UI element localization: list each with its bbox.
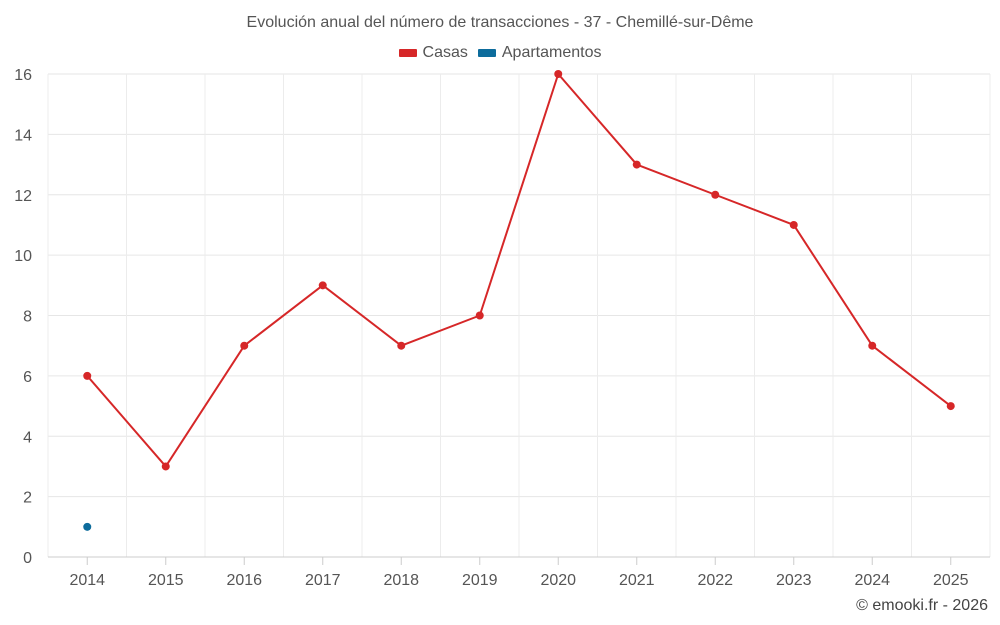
data-point-apartamentos[interactable]: Apartamentos 2014: 1 bbox=[83, 522, 92, 531]
chart-title: Evolución anual del número de transaccio… bbox=[246, 14, 754, 31]
data-point-casas[interactable]: Casas 2022: 12 bbox=[711, 190, 720, 199]
y-tick-label: 6 bbox=[23, 369, 32, 386]
x-tick-label: 2016 bbox=[226, 572, 262, 589]
data-point-casas[interactable]: Casas 2015: 3 bbox=[161, 462, 170, 471]
x-tick-label: 2025 bbox=[933, 572, 969, 589]
data-point-casas[interactable]: Casas 2021: 13 bbox=[632, 160, 641, 169]
x-tick-label: 2022 bbox=[697, 572, 733, 589]
data-point-casas[interactable]: Casas 2016: 7 bbox=[240, 341, 249, 350]
y-tick-label: 14 bbox=[14, 127, 32, 144]
data-point-casas[interactable]: Casas 2019: 8 bbox=[475, 311, 484, 320]
y-tick-label: 4 bbox=[23, 429, 32, 446]
y-tick-label: 2 bbox=[23, 490, 32, 507]
x-tick-label: 2015 bbox=[148, 572, 184, 589]
x-tick-label: 2021 bbox=[619, 572, 655, 589]
data-point-casas[interactable]: Casas 2014: 6 bbox=[83, 371, 92, 380]
series-layer: Casas 2014: 6 Casas 2015: 3 Casas 2016: 7 C… bbox=[83, 70, 955, 531]
series-line-casas bbox=[86, 73, 952, 468]
data-point-casas[interactable]: Casas 2017: 9 bbox=[318, 281, 327, 290]
y-tick-label: 0 bbox=[23, 550, 32, 567]
data-point-casas[interactable]: Casas 2018: 7 bbox=[397, 341, 406, 350]
legend-label-apartamentos: Apartamentos bbox=[501, 44, 602, 61]
data-point-casas[interactable]: Casas 2023: 11 bbox=[789, 220, 798, 229]
x-tick-label: 2020 bbox=[540, 572, 576, 589]
legend-item-casas[interactable]: Casas bbox=[398, 44, 468, 62]
legend-item-apartamentos[interactable]: Apartamentos bbox=[477, 44, 602, 62]
x-tick-label: 2017 bbox=[305, 572, 341, 589]
legend-swatch-apartamentos bbox=[477, 49, 496, 57]
axis-layer: 0 2 4 6 8 10 12 14 16 2014 2015 2016 2017 2018 2019 202… bbox=[14, 67, 990, 589]
y-tick-label: 12 bbox=[14, 188, 32, 205]
grid-layer bbox=[47, 73, 991, 557]
legend: Casas Apartamentos bbox=[0, 44, 1000, 62]
legend-label-casas: Casas bbox=[422, 44, 468, 61]
x-tick-label: 2014 bbox=[69, 572, 105, 589]
y-tick-label: 10 bbox=[14, 248, 32, 265]
data-point-casas[interactable]: Casas 2024: 7 bbox=[868, 341, 877, 350]
x-tick-label: 2023 bbox=[776, 572, 812, 589]
x-tick-label: 2018 bbox=[383, 572, 419, 589]
data-point-casas[interactable]: Casas 2025: 5 bbox=[946, 402, 955, 411]
data-point-casas[interactable]: Casas 2020: 16 bbox=[554, 70, 563, 78]
legend-swatch-casas bbox=[398, 49, 417, 57]
y-tick-label: 16 bbox=[14, 67, 32, 84]
x-tick-label: 2024 bbox=[854, 572, 890, 589]
x-tick-label: 2019 bbox=[462, 572, 498, 589]
footer-credit: © emooki.fr - 2026 bbox=[856, 597, 988, 614]
y-tick-label: 8 bbox=[23, 309, 32, 326]
